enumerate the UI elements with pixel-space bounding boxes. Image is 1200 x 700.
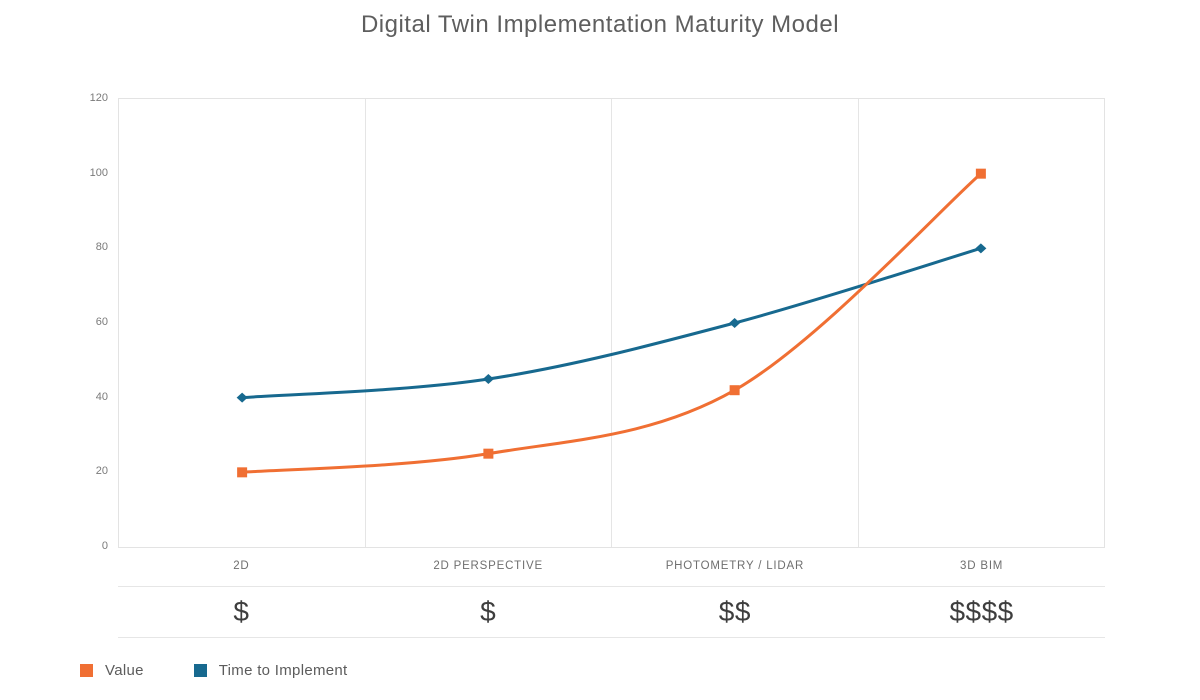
x-category-label: PHOTOMETRY / LIDAR <box>665 560 805 572</box>
x-category-label: 3D BIM <box>960 560 1004 572</box>
diamond-data-point-marker <box>975 243 987 254</box>
y-tick-label: 0 <box>101 540 108 552</box>
chart-title: Digital Twin Implementation Maturity Mod… <box>360 11 840 38</box>
cost-label: $ <box>480 596 497 627</box>
y-tick-label: 120 <box>89 92 108 104</box>
square-data-point-marker <box>975 168 986 179</box>
y-axis: 120 100 80 60 40 20 0 <box>0 0 108 560</box>
cost-row: $ $ $$ $$$$ <box>118 588 1105 636</box>
diamond-data-point-marker <box>482 374 494 384</box>
y-tick-label: 40 <box>95 391 108 403</box>
cost-row-divider <box>118 637 1105 638</box>
x-axis-labels: 2D 2D PERSPECTIVE PHOTOMETRY / LIDAR 3D … <box>118 547 1105 585</box>
cost-label: $$ <box>718 596 751 627</box>
plot-area <box>118 98 1105 548</box>
y-tick-label: 100 <box>89 167 108 179</box>
cost-label: $ <box>233 596 250 627</box>
diamond-data-point-marker <box>729 318 741 328</box>
legend-item-value: Value <box>80 662 144 679</box>
series-line-time-to-implement <box>240 246 983 400</box>
vertical-gridline <box>858 99 859 547</box>
y-tick-label: 60 <box>95 316 108 328</box>
legend: Value Time to Implement <box>80 662 348 679</box>
value-series-swatch-icon <box>80 664 93 677</box>
y-tick-label: 20 <box>95 465 108 477</box>
x-category-label: 2D <box>233 560 250 572</box>
square-data-point-marker <box>729 385 740 396</box>
vertical-gridline <box>611 99 612 547</box>
legend-label: Time to Implement <box>218 662 348 679</box>
y-tick-label: 80 <box>95 241 108 253</box>
series-layer <box>236 168 987 478</box>
x-category-label: 2D PERSPECTIVE <box>433 560 543 572</box>
legend-item-time-to-implement: Time to Implement <box>193 662 348 679</box>
square-data-point-marker <box>483 448 494 459</box>
vertical-gridline <box>365 99 366 547</box>
legend-label: Value <box>105 662 144 679</box>
label-row-divider <box>118 586 1105 587</box>
series-line-value <box>240 172 983 474</box>
diamond-data-point-marker <box>236 392 248 403</box>
cost-label: $$$$ <box>949 596 1014 627</box>
square-data-point-marker <box>237 467 248 478</box>
time-series-swatch-icon <box>193 664 207 677</box>
